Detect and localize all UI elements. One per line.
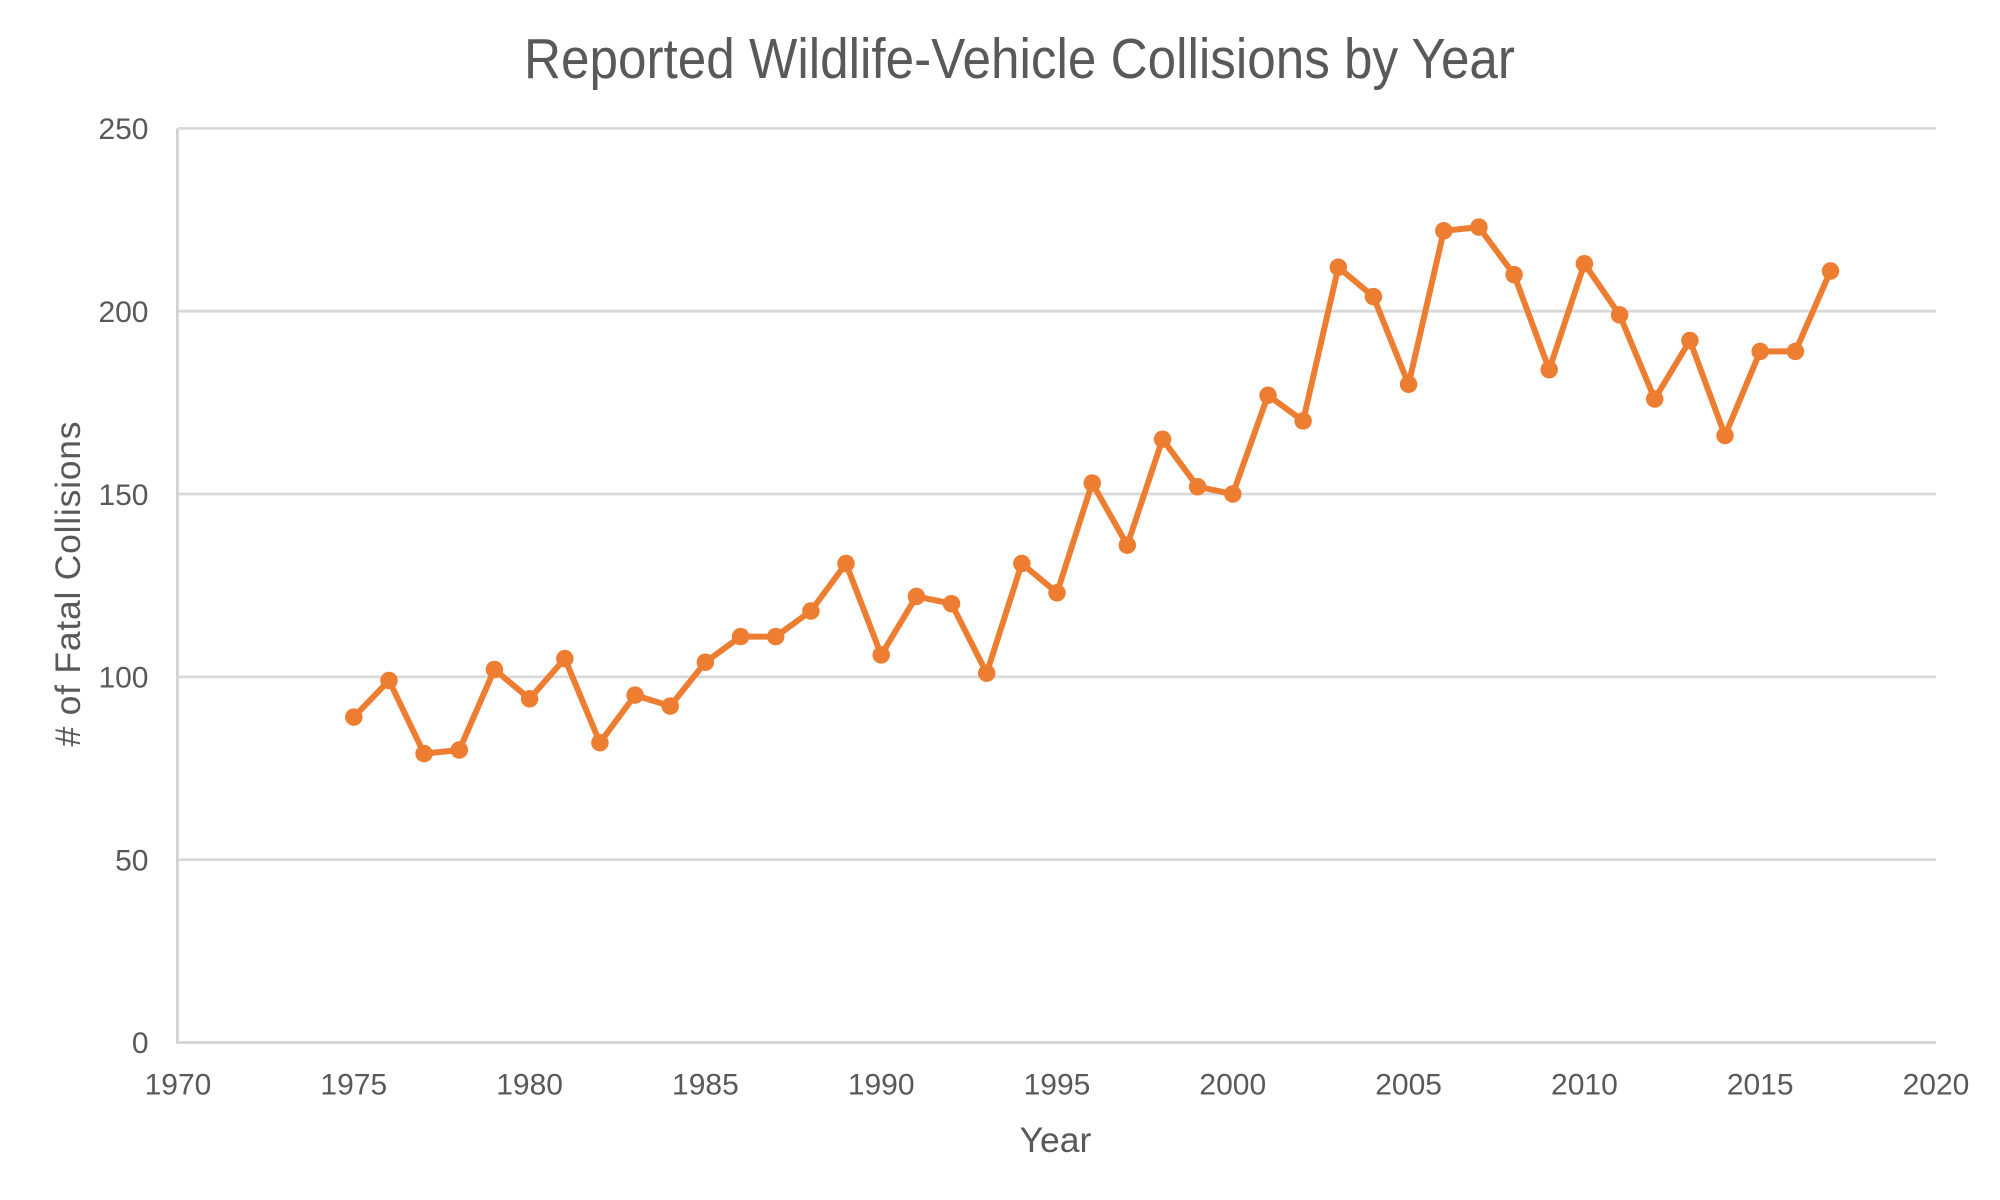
svg-text:# of Fatal Collisions: # of Fatal Collisions bbox=[48, 422, 88, 747]
svg-text:200: 200 bbox=[98, 296, 148, 329]
svg-text:1970: 1970 bbox=[145, 1069, 212, 1102]
svg-text:1975: 1975 bbox=[320, 1069, 387, 1102]
svg-text:1990: 1990 bbox=[848, 1069, 915, 1102]
svg-text:2010: 2010 bbox=[1551, 1069, 1618, 1102]
svg-text:1980: 1980 bbox=[496, 1069, 563, 1102]
svg-text:Reported Wildlife-Vehicle Coll: Reported Wildlife-Vehicle Collisions by … bbox=[524, 27, 1515, 90]
svg-text:1995: 1995 bbox=[1024, 1069, 1091, 1102]
svg-text:0: 0 bbox=[132, 1027, 149, 1060]
svg-text:1985: 1985 bbox=[672, 1069, 739, 1102]
svg-text:150: 150 bbox=[98, 479, 148, 512]
svg-text:250: 250 bbox=[98, 113, 148, 146]
svg-text:2020: 2020 bbox=[1903, 1069, 1970, 1102]
svg-text:100: 100 bbox=[98, 662, 148, 695]
svg-text:2000: 2000 bbox=[1199, 1069, 1266, 1102]
svg-text:2015: 2015 bbox=[1727, 1069, 1794, 1102]
svg-text:2005: 2005 bbox=[1375, 1069, 1442, 1102]
svg-text:50: 50 bbox=[115, 844, 148, 877]
svg-text:Year: Year bbox=[1020, 1120, 1092, 1160]
